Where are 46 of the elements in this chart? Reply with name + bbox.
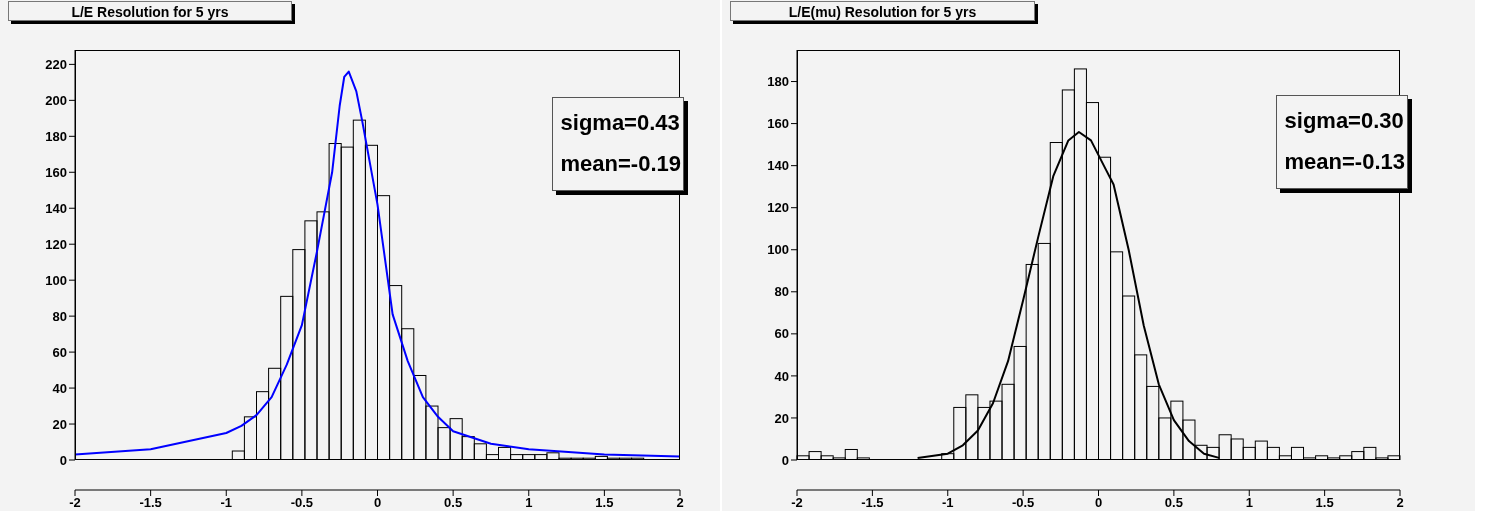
y-tick-label: 40 [52, 380, 67, 396]
y-tick-label: 140 [767, 158, 789, 174]
x-tick-label: 1 [1245, 495, 1253, 511]
x-tick-label: -0.5 [290, 495, 314, 511]
y-tick-label: 160 [45, 164, 67, 180]
y-tick-label: 40 [774, 368, 789, 384]
x-tick-label: 0 [373, 495, 382, 511]
annotation: sigma=0.30 [1284, 107, 1405, 135]
chart-title: L/E Resolution for 5 yrs [8, 1, 292, 21]
y-tick-label: 20 [52, 416, 67, 432]
y-tick-label: 60 [52, 344, 67, 360]
y-tick-label: 220 [45, 57, 67, 72]
annotation: mean=-0.13 [1284, 148, 1405, 176]
y-tick-label: 180 [45, 128, 67, 144]
x-tick-label: -1.5 [861, 495, 884, 511]
y-tick-label: 140 [45, 200, 67, 216]
y-tick-label: 200 [45, 92, 67, 108]
y-tick-label: 160 [767, 116, 789, 132]
y-tick-label: 60 [774, 326, 789, 342]
x-tick-label: 0.5 [444, 495, 463, 511]
y-tick-label: 80 [52, 308, 67, 324]
y-tick-label: 0 [781, 452, 789, 468]
x-tick-label: 0 [1094, 495, 1103, 511]
annotation: sigma=0.43 [560, 109, 681, 137]
x-tick-label: 1.5 [595, 495, 614, 511]
x-tick-label: -2 [791, 495, 803, 511]
x-tick-label: 0.5 [1164, 495, 1183, 511]
x-tick-label: -1.5 [139, 495, 162, 511]
chart-title: L/E(mu) Resolution for 5 yrs [730, 1, 1035, 21]
y-tick-label: 20 [774, 410, 789, 426]
y-tick-label: 80 [774, 284, 789, 300]
x-tick-label: 2 [1396, 495, 1404, 511]
x-tick-label: 1 [525, 495, 533, 511]
x-tick-label: -2 [69, 495, 81, 511]
x-tick-label: -1 [941, 495, 954, 511]
y-tick-label: 0 [59, 452, 67, 468]
y-tick-label: 180 [767, 74, 789, 90]
y-tick-label: 120 [767, 200, 789, 216]
annotation: mean=-0.19 [560, 150, 681, 178]
y-tick-label: 100 [45, 272, 67, 288]
x-tick-label: -1 [220, 495, 233, 511]
x-tick-label: 2 [676, 495, 684, 511]
x-tick-label: 1.5 [1315, 495, 1334, 511]
y-tick-label: 120 [45, 236, 67, 252]
y-tick-label: 100 [767, 242, 789, 258]
x-tick-label: -0.5 [1011, 495, 1035, 511]
